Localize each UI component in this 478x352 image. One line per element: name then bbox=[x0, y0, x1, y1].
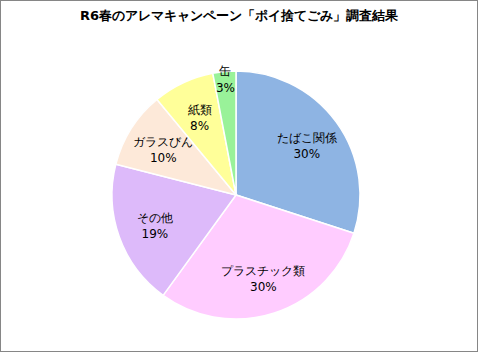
svg-text:缶3%: 缶3% bbox=[216, 64, 235, 94]
svg-text:たばこ関係30%: たばこ関係30% bbox=[277, 131, 337, 161]
html-text:R6春のアレマキャンペーン「ポイ捨てごみ」調査結果: R6春のアレマキャンペーン「ポイ捨てごみ」調査結果 bbox=[80, 8, 398, 23]
svg-text:その他19%: その他19% bbox=[137, 211, 173, 241]
svg-text:プラスチック類30%: プラスチック類30% bbox=[221, 264, 305, 294]
svg-text:ガラスびん10%: ガラスびん10% bbox=[133, 135, 193, 165]
svg-text:紙類8%: 紙類8% bbox=[188, 103, 212, 133]
